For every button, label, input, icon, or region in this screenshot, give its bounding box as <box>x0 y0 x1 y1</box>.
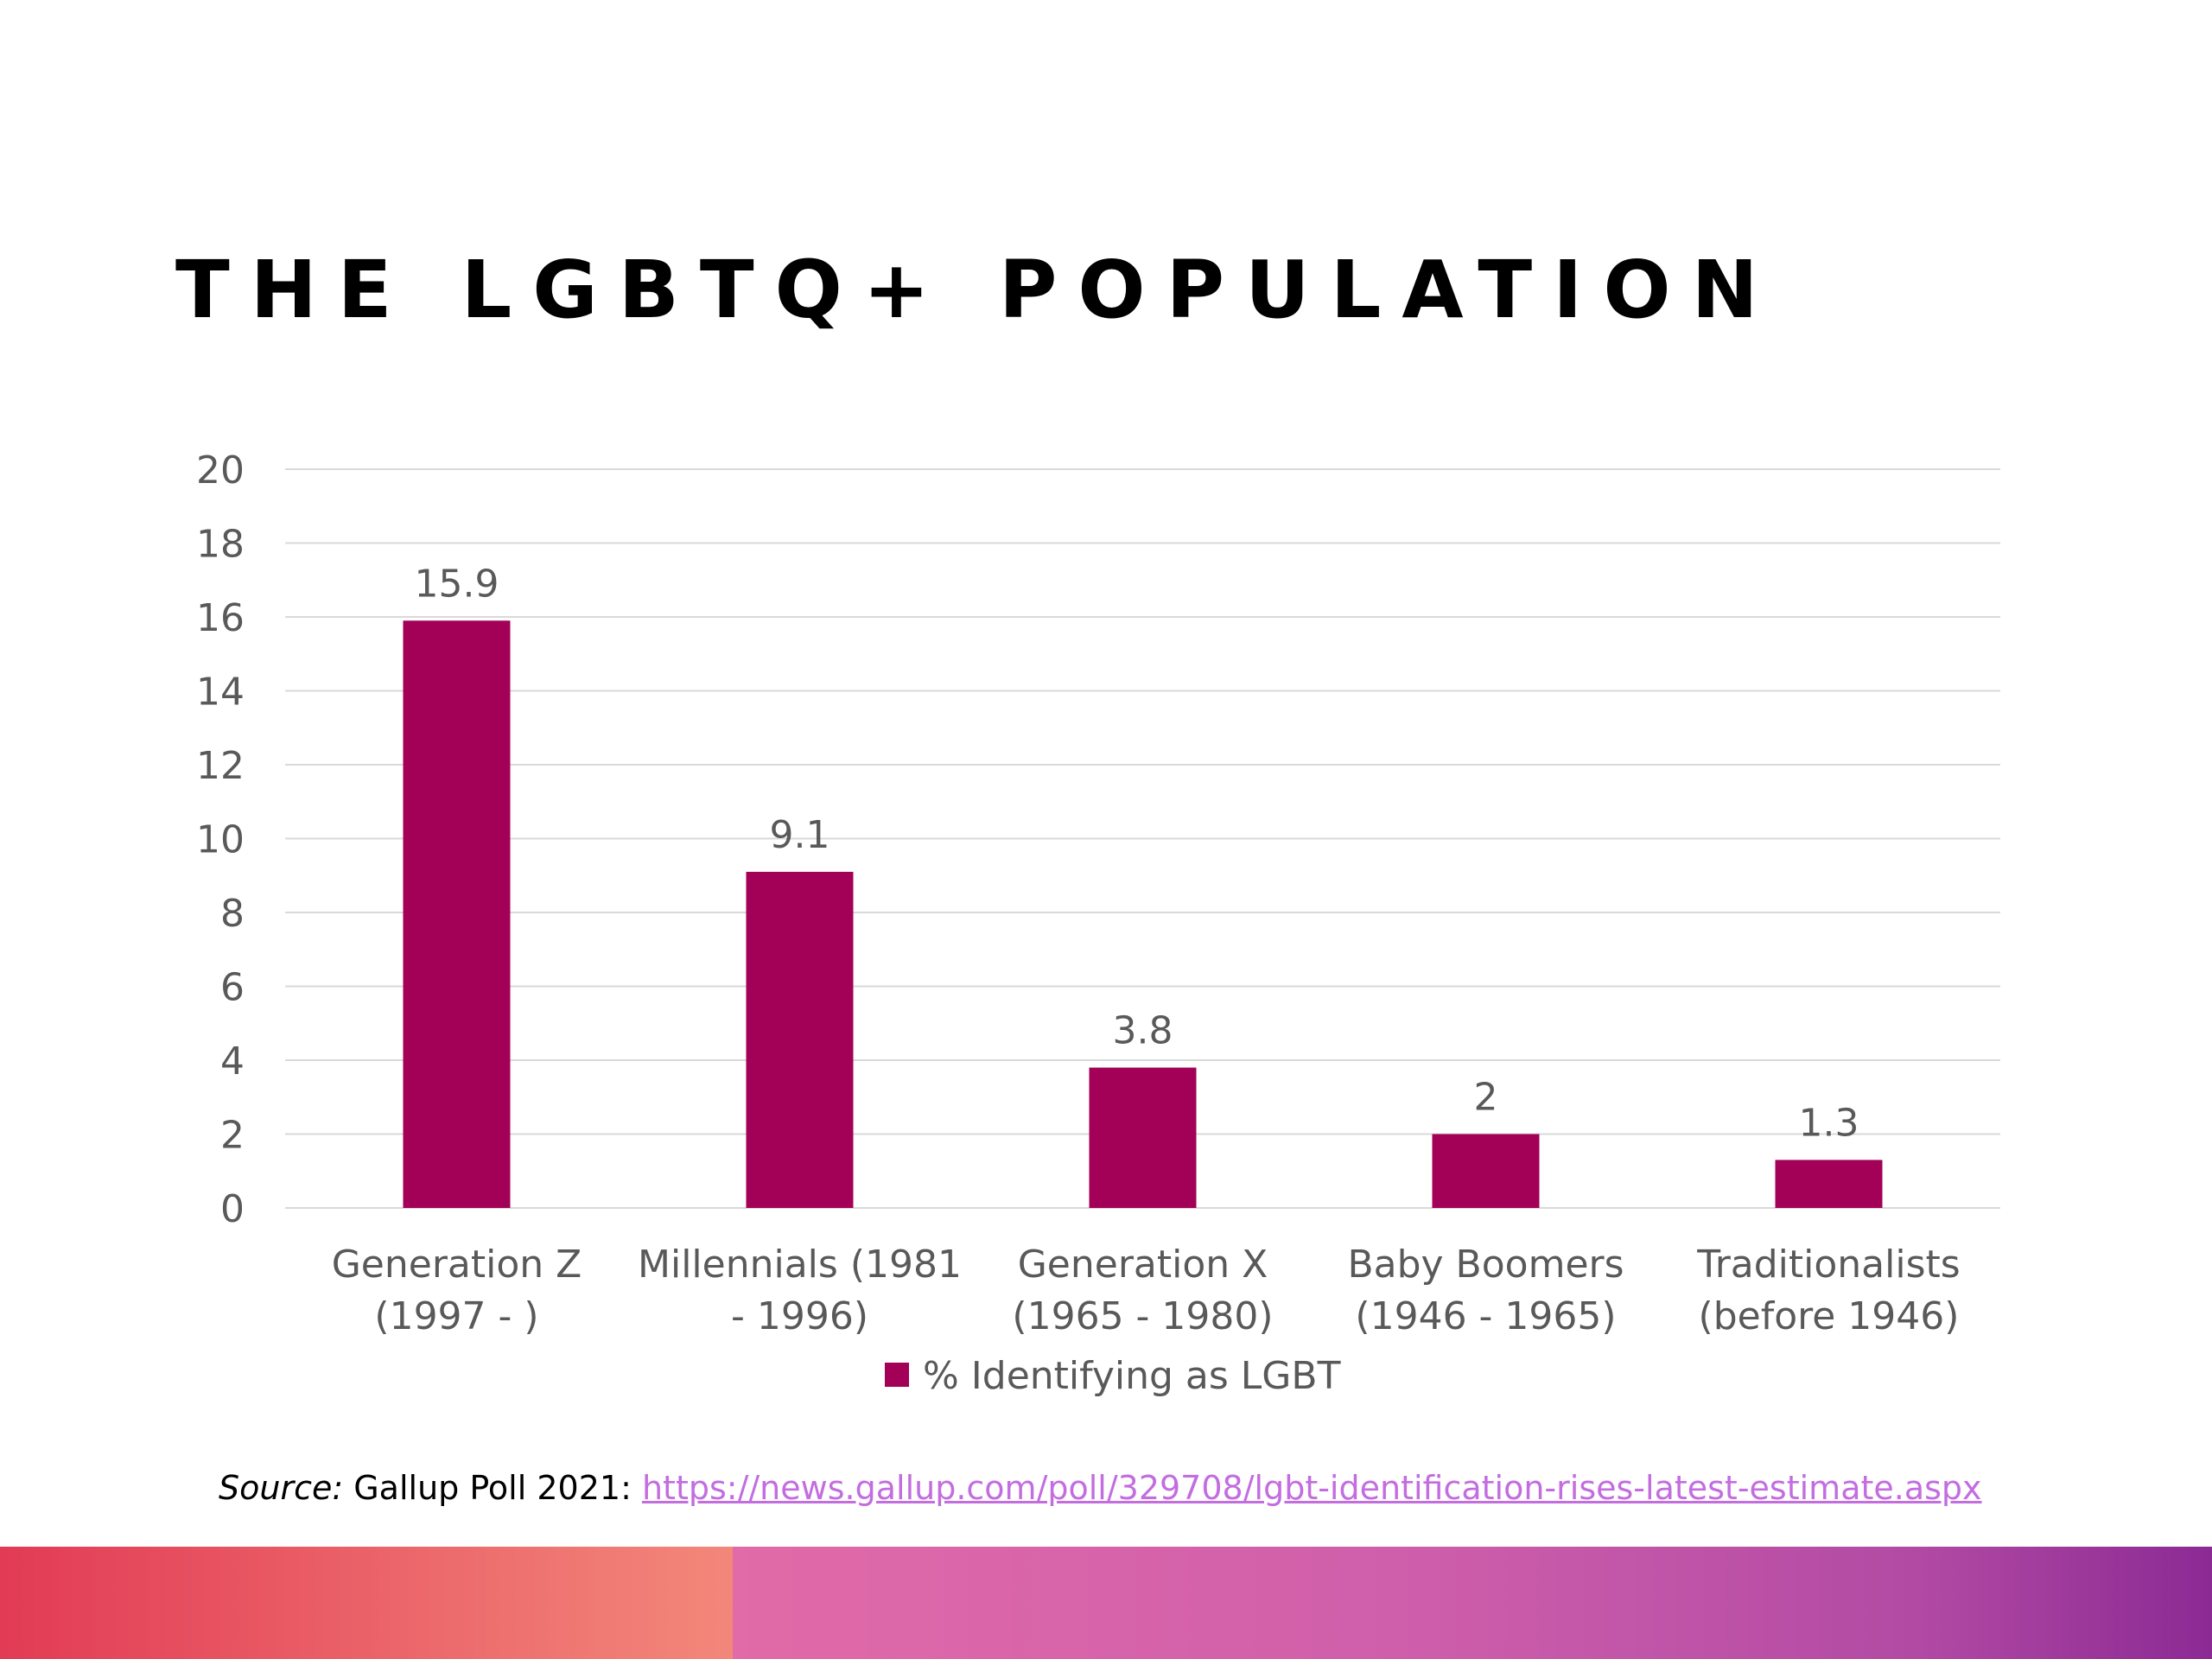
y-tick-label: 18 <box>196 523 245 567</box>
x-tick-label: Baby Boomers <box>1347 1243 1624 1287</box>
bar-chart: 0 2 4 6 8 10 12 14 16 18 20 15.9 9.1 3.8 2 1.3 Generatio… <box>196 448 2000 1398</box>
x-tick-label: Generation X <box>1018 1243 1268 1287</box>
slide-title: THE LGBTQ+ POPULATION <box>175 244 1779 336</box>
y-tick-label: 10 <box>196 818 245 862</box>
data-label: 15.9 <box>415 562 499 606</box>
y-tick-label: 6 <box>220 966 245 1010</box>
x-tick-label: (1997 - ) <box>374 1294 538 1338</box>
x-tick-label: - 1996) <box>731 1294 868 1338</box>
y-tick-label: 4 <box>220 1039 245 1084</box>
data-label: 1.3 <box>1799 1101 1859 1145</box>
data-label: 9.1 <box>770 813 830 857</box>
source-line: Source: Gallup Poll 2021: https://news.g… <box>219 1469 1982 1509</box>
bar <box>1432 1134 1540 1208</box>
x-tick-label: Millennials (1981 <box>638 1243 962 1287</box>
y-tick-label: 16 <box>196 596 245 640</box>
x-tick-label: (1946 - 1965) <box>1355 1294 1616 1338</box>
y-tick-label: 0 <box>220 1187 245 1231</box>
bar <box>746 871 854 1208</box>
source-label: Source: <box>219 1469 344 1507</box>
y-tick-label: 14 <box>196 671 245 715</box>
data-label: 2 <box>1474 1076 1498 1120</box>
y-tick-label: 20 <box>196 448 245 493</box>
decorative-band-right <box>733 1547 2212 1659</box>
x-tick-label: Traditionalists <box>1696 1243 1960 1287</box>
x-tick-label: Generation Z <box>332 1243 582 1287</box>
y-tick-label: 8 <box>220 892 245 936</box>
decorative-band-left <box>0 1547 733 1659</box>
x-tick-label: (1965 - 1980) <box>1012 1294 1273 1338</box>
source-text: Gallup Poll 2021: <box>343 1469 642 1507</box>
y-tick-label: 12 <box>196 744 245 788</box>
bar <box>1775 1160 1883 1208</box>
bar <box>1089 1067 1197 1208</box>
bar <box>403 620 511 1208</box>
legend-label: % Identifying as LGBT <box>923 1354 1341 1398</box>
x-tick-label: (before 1946) <box>1699 1294 1960 1338</box>
data-label: 3.8 <box>1113 1009 1173 1053</box>
source-link[interactable]: https://news.gallup.com/poll/329708/lgbt… <box>641 1469 1982 1507</box>
legend-swatch <box>885 1363 909 1387</box>
y-tick-label: 2 <box>220 1114 245 1158</box>
